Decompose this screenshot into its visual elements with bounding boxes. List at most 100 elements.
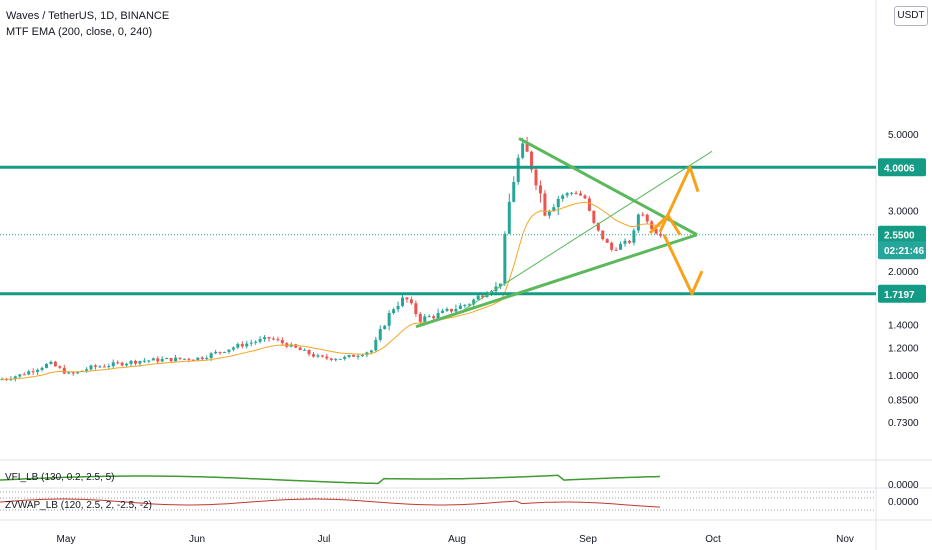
candle-body [446,309,449,311]
candle-body [54,362,57,366]
candle-body [615,250,618,251]
candle-body [161,359,164,361]
candle-body [419,314,422,322]
candle-body [210,353,213,358]
candle-body [410,299,413,303]
candle-body [330,358,333,360]
y-tick-label: 5.0000 [888,130,919,141]
candle-body [401,298,404,306]
candle-body [321,355,324,356]
candle-body [575,193,578,194]
candle-body [423,316,426,321]
candle-body [36,370,39,372]
candle-body [308,350,311,354]
candle-body [352,355,355,357]
price-badge-label: 2.5500 [884,231,915,242]
y-tick-label: 3.0000 [888,206,919,217]
candle-body [121,363,124,366]
candle-body [557,199,560,207]
candle-body [41,368,44,370]
candle-body [432,316,435,318]
candle-body [539,185,542,193]
candle-body [241,344,244,346]
candle-body [397,306,400,309]
candle-body [383,326,386,329]
currency-button[interactable]: USDT [894,6,928,26]
y-tick-label: 1.4000 [888,321,919,332]
candle-body [268,337,271,338]
candle-body [348,355,351,357]
x-tick-label: Nov [836,534,854,545]
candle-body [370,350,373,352]
candle-body [276,339,279,340]
candle-body [570,193,573,194]
candle-body [116,362,119,363]
y-tick-label: 1.0000 [888,371,919,382]
candle-body [170,358,173,361]
candle-body [579,193,582,195]
candle-body [312,354,315,356]
candle-body [459,306,462,310]
x-tick-label: Aug [448,534,466,545]
candle-body [334,359,337,360]
candle-body [272,339,275,340]
candle-body [254,342,257,343]
price-badge-label: 1.7197 [884,290,915,301]
candle-body [263,337,266,339]
candle-body [281,340,284,343]
candle-body [437,313,440,318]
candle-body [85,369,88,370]
symbol-title: Waves / TetherUS, 1D, BINANCE [6,10,169,22]
vfi-indicator-label: VFI_LB (130, 0.2, 2.5, 5) [5,472,115,483]
candle-body [183,359,186,360]
x-tick-label: Sep [579,534,597,545]
candle-body [143,361,146,362]
candle-body [214,352,217,353]
candle-body [566,193,569,195]
candle-body [619,244,622,250]
candle-body [201,358,204,359]
candle-body [165,358,168,359]
x-tick-label: Jun [189,534,205,545]
candle-body [374,340,377,351]
candle-body [325,357,328,359]
candle-body [107,366,110,367]
candle-body [650,222,653,230]
candle-body [512,182,515,202]
candle-body [147,360,150,361]
candle-body [583,195,586,198]
candle-body [156,358,159,361]
candle-body [152,358,155,360]
candle-body [18,374,21,376]
y-tick-label: 2.0000 [888,267,919,278]
candle-body [535,170,538,186]
candle-body [103,367,106,368]
candle-body [379,329,382,340]
candle-body [112,362,115,366]
indicator-title: MTF EMA (200, close, 0, 240) [6,26,152,38]
candle-body [219,352,222,353]
candle-body [223,352,226,353]
candle-body [49,362,52,364]
candle-body [94,366,97,367]
candle-body [508,202,511,234]
candle-body [259,339,262,342]
candle-body [632,230,635,242]
candle-body [299,348,302,351]
candle-body [196,358,199,360]
candle-body [67,373,70,374]
candle-body [174,358,177,362]
candle-body [454,309,457,311]
candle-body [179,358,182,359]
vfi-value-label: 0.0000 [888,480,919,491]
candle-body [606,239,609,243]
candle-body [441,311,444,313]
candle-body [90,366,93,370]
x-tick-label: Jul [318,534,331,545]
candle-body [414,303,417,314]
candle-body [343,357,346,359]
candle-body [592,211,595,223]
candle-body [405,298,408,300]
